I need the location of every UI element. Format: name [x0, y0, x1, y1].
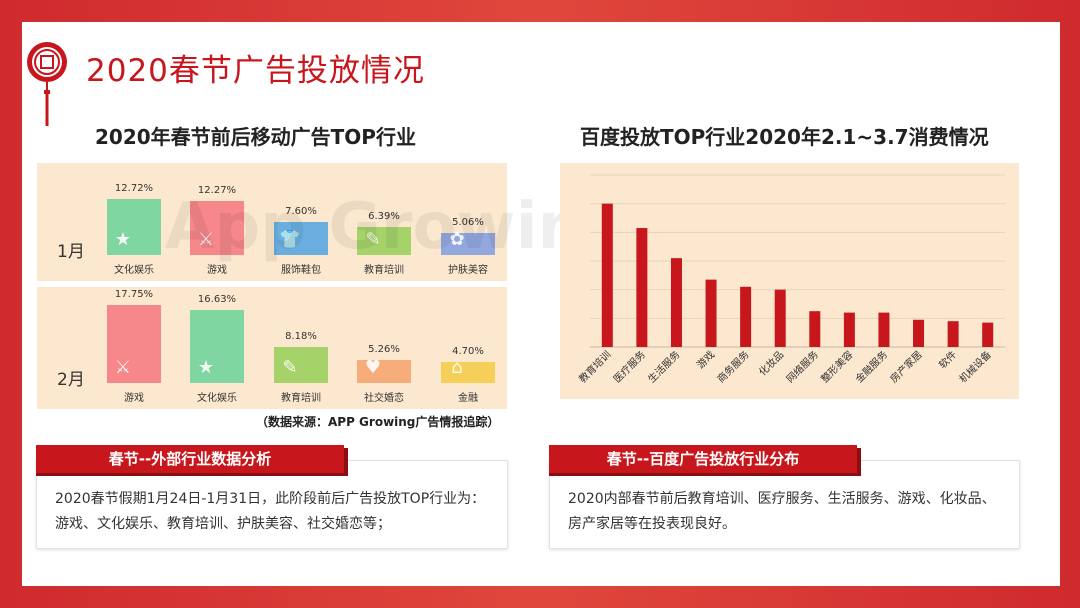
swords-icon: ⚔ [197, 229, 215, 250]
industry-bar-block: ✎ [274, 347, 328, 383]
baidu-bar-category-label: 医疗服务 [611, 348, 648, 385]
baidu-bar [947, 321, 959, 347]
industry-bar-category: 服饰鞋包 [281, 265, 321, 276]
industry-bar-category: 游戏 [124, 393, 144, 404]
baidu-bar-category-label: 机械设备 [956, 348, 993, 385]
baidu-bar [740, 286, 752, 347]
baidu-bar [982, 322, 994, 347]
section-banner-baidu: 春节--百度广告投放行业分布 [549, 445, 857, 473]
industry-bar-category: 文化娱乐 [114, 265, 154, 276]
industry-bar-value: 12.72% [114, 183, 154, 194]
baidu-bar [913, 319, 925, 347]
baidu-bar-category-label: 网络服务 [783, 348, 820, 385]
baidu-bar-category-label: 商务服务 [714, 348, 751, 385]
baidu-bar-category-label: 金融服务 [853, 348, 890, 385]
industry-bar-block: ★ [107, 199, 161, 255]
baidu-bar [809, 311, 821, 347]
baidu-bar-category-label: 生活服务 [645, 348, 682, 385]
industry-bar-block: ⚔ [190, 201, 244, 255]
baidu-bar [843, 312, 855, 347]
industry-bar-value: 16.63% [197, 294, 237, 305]
month-label: 2月 [57, 370, 85, 390]
section-banner-external: 春节--外部行业数据分析 [36, 445, 344, 473]
love-icon: ♥ [364, 357, 382, 378]
industry-bar-value: 5.26% [368, 344, 400, 355]
app-growing-chart: 1月 ★ 12.72% 文化娱乐 ⚔ 12.27% 游戏 👕 7.60% 服饰鞋包 ✎ 6.39% 教育… [37, 163, 507, 409]
baidu-bar [705, 279, 717, 347]
page-title: 2020春节广告投放情况 [86, 53, 425, 89]
industry-bar-category: 文化娱乐 [197, 393, 237, 404]
month-label: 1月 [57, 242, 85, 262]
data-source-note: （数据来源：APP Growing广告情报追踪） [256, 415, 500, 429]
left-chart-title: 2020年春节前后移动广告TOP行业 [95, 125, 416, 149]
shirt-icon: 👕 [278, 229, 302, 250]
bank-icon: ⌂ [451, 357, 463, 378]
cosmetics-icon: ✿ [449, 229, 465, 250]
lantern-ornament-icon [27, 42, 67, 126]
industry-bar-category: 金融 [458, 393, 478, 404]
baidu-bar-chart: 教育培训 医疗服务 生活服务 游戏 商务服务 化妆品 网络服务 整形美容 金融服务 房产家居 软件机… [560, 163, 1019, 399]
industry-bar-block: ♥ [357, 357, 411, 383]
teacher-icon: ✎ [365, 229, 381, 250]
teacher-icon: ✎ [282, 357, 298, 378]
industry-bar-category: 社交婚恋 [364, 393, 404, 404]
section-text-external: 2020春节假期1月24日-1月31日，此阶段前后广告投放TOP行业为：游戏、文… [55, 491, 486, 532]
industry-bar-value: 7.60% [285, 206, 317, 217]
baidu-bar [670, 258, 682, 347]
industry-bar-category: 游戏 [207, 265, 227, 276]
industry-bar-value: 17.75% [114, 289, 154, 300]
industry-bar-category: 教育培训 [364, 265, 404, 276]
industry-bar-category: 护肤美容 [448, 265, 488, 276]
industry-bar-block: ⚔ [107, 305, 161, 383]
section-text-baidu: 2020内部春节前后教育培训、医疗服务、生活服务、游戏、化妆品、房产家居等在投表… [568, 491, 996, 532]
baidu-bar [636, 228, 648, 347]
baidu-bar-category-label: 游戏 [694, 348, 717, 371]
industry-bar-value: 5.06% [452, 217, 484, 228]
industry-bar-block: ⌂ [441, 357, 495, 383]
baidu-bar [774, 289, 786, 347]
right-chart-title: 百度投放TOP行业2020年2.1~3.7消费情况 [580, 125, 989, 149]
baidu-bar-category-label: 教育培训 [576, 348, 613, 385]
industry-bar-value: 4.70% [452, 346, 484, 357]
baidu-bar [601, 203, 613, 347]
industry-bar-block: ✎ [357, 227, 411, 255]
industry-bar-block: ✿ [441, 229, 495, 255]
baidu-bar-category-label: 房产家居 [887, 348, 924, 385]
baidu-bar-category-label: 整形美容 [818, 348, 855, 385]
industry-bar-category: 教育培训 [281, 393, 321, 404]
industry-bar-block: 👕 [274, 222, 328, 255]
baidu-bar-category-label: 软件 [936, 348, 959, 371]
watermark: App Growing [165, 190, 629, 264]
industry-bar-value: 6.39% [368, 211, 400, 222]
baidu-bar [878, 312, 890, 347]
swords-icon: ⚔ [114, 357, 132, 378]
industry-bar-value: 12.27% [197, 185, 237, 196]
star-icon: ★ [197, 357, 215, 378]
baidu-bar-category-label: 化妆品 [756, 348, 786, 378]
industry-bar-block: ★ [190, 310, 244, 383]
star-icon: ★ [114, 229, 132, 250]
industry-bar-value: 8.18% [285, 331, 317, 342]
